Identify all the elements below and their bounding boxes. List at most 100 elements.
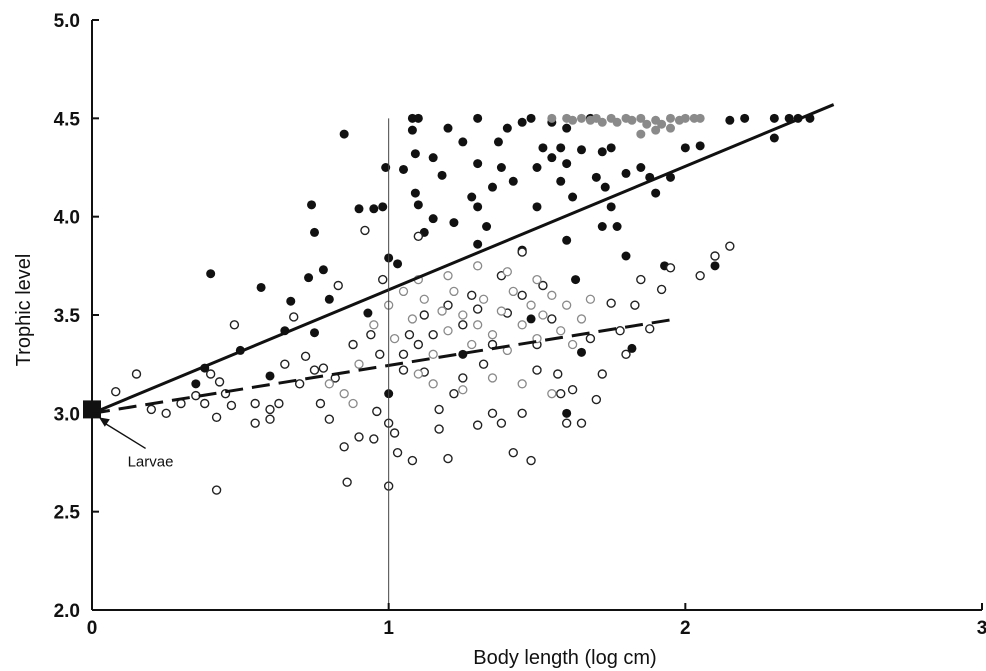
data-point [517,379,527,389]
data-point [392,447,403,458]
data-point [532,274,542,285]
data-point [111,387,121,397]
data-point [568,115,578,125]
data-point [407,455,418,466]
data-point [458,373,468,383]
data-point [568,192,578,202]
data-point [606,298,616,308]
x-tick-label: 3 [977,618,986,639]
data-point [478,294,489,304]
data-point [256,282,266,292]
data-point [250,398,260,409]
data-point [458,137,468,147]
data-point [428,214,438,224]
data-point [636,274,646,285]
data-point [556,326,566,336]
data-point [428,349,438,359]
data-point [419,310,429,320]
data-point [547,153,557,163]
y-axis-label: Trophic level [13,254,35,367]
data-point [680,113,690,123]
data-point [354,204,364,214]
data-point [532,202,542,212]
dashed-fit-line [91,317,677,415]
data-point [496,163,506,172]
data-point [449,218,459,228]
data-point [562,123,572,133]
data-point [265,404,275,415]
data-point [666,123,675,133]
data-point [487,373,498,383]
data-point [769,133,779,143]
data-point [310,328,319,338]
data-point [333,280,343,291]
data-point [621,168,631,178]
tick-labels: 0 1 2 3 2.0 2.5 3.0 3.5 4.0 4.5 5.0 [54,11,986,639]
data-point [567,385,578,395]
data-points [111,113,815,495]
data-point [413,369,423,379]
data-point [567,339,578,350]
data-point [473,261,483,271]
data-point [577,113,586,123]
data-point [393,259,403,269]
data-point [508,447,518,458]
data-point [410,149,420,159]
x-tick-label: 0 [87,618,98,639]
y-tick-label: 4.0 [54,208,80,229]
data-point [369,320,379,330]
data-point [710,251,720,261]
data-point [339,129,349,139]
data-point [458,320,468,330]
data-point [562,159,572,169]
data-point [146,404,157,415]
data-point [318,265,328,275]
data-point [600,182,610,192]
data-point [348,339,358,350]
data-point [211,412,222,422]
data-point [597,369,607,379]
data-point [304,273,314,283]
data-point [200,398,210,409]
data-point [597,147,607,157]
data-point [538,310,548,320]
data-point [366,329,376,340]
data-point [502,267,512,277]
data-point [478,359,489,369]
data-point [449,388,459,399]
data-point [434,404,444,415]
data-point [612,222,622,231]
data-point [398,365,409,375]
data-point [467,339,477,350]
data-point [502,123,512,133]
data-point [538,280,548,291]
data-point [547,389,557,399]
data-point [488,182,497,192]
data-point [434,424,444,434]
data-point [556,176,566,186]
data-point [577,145,586,155]
data-point [191,379,201,389]
fit-lines [83,103,835,419]
data-point [576,314,587,324]
data-point [458,385,468,395]
data-point [348,398,358,409]
data-point [532,365,542,375]
x-tick-label: 1 [383,618,394,639]
data-point [363,308,373,318]
data-point [526,300,536,310]
data-point [467,290,477,301]
data-point [413,339,424,350]
data-point [508,286,518,297]
data-point [280,359,290,369]
data-point [315,398,326,409]
x-axis-label: Body length (log cm) [473,647,656,669]
data-point [378,274,388,285]
data-point [214,377,225,387]
data-point [428,329,438,340]
data-point [517,320,527,330]
data-point [597,117,607,127]
data-point [413,113,423,123]
data-point [375,349,385,360]
